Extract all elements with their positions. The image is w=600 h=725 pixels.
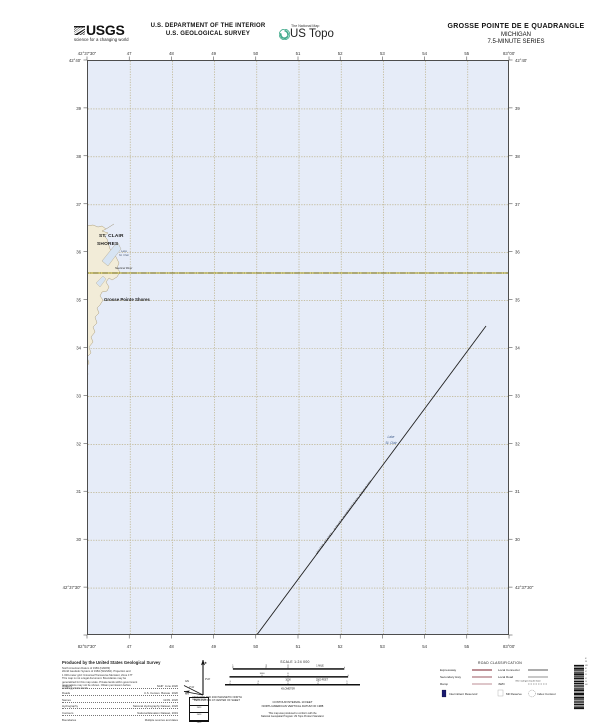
svg-text:39: 39	[76, 106, 81, 111]
svg-text:36: 36	[76, 250, 81, 255]
svg-text:37: 37	[76, 202, 81, 207]
svg-text:Index Contour: Index Contour	[537, 692, 556, 696]
svg-text:54: 54	[422, 644, 427, 649]
svg-text:.5: .5	[229, 681, 232, 683]
svg-text:GN: GN	[185, 679, 189, 683]
svg-text:Local Road: Local Road	[498, 675, 514, 679]
svg-text:38: 38	[515, 154, 520, 159]
svg-text:31: 31	[76, 489, 81, 494]
svg-text:54: 54	[422, 51, 427, 56]
svg-text:Mil Reserve: Mil Reserve	[506, 692, 522, 696]
svg-text:39: 39	[515, 106, 520, 111]
svg-text:48: 48	[169, 51, 174, 56]
svg-text:49: 49	[211, 51, 216, 56]
svg-text:47: 47	[127, 644, 132, 649]
svg-text:★: ★	[204, 661, 207, 665]
svg-text:Ramp: Ramp	[440, 682, 448, 686]
svg-text:35: 35	[515, 298, 520, 303]
svg-text:0: 0	[287, 664, 289, 667]
svg-text:53: 53	[380, 644, 385, 649]
svg-text:38: 38	[76, 154, 81, 159]
svg-text:30: 30	[76, 537, 81, 542]
svg-text:50: 50	[253, 644, 258, 649]
svg-text:32: 32	[76, 441, 81, 446]
svg-text:55: 55	[464, 51, 469, 56]
svg-text:ST. CLAIR: ST. CLAIR	[99, 233, 124, 239]
svg-text:83°00': 83°00'	[503, 644, 515, 649]
svg-text:2°41': 2°41'	[189, 687, 195, 689]
svg-text:31: 31	[515, 489, 520, 494]
svg-text:4WD: 4WD	[498, 682, 506, 686]
svg-text:1: 1	[232, 664, 234, 667]
svg-text:50: 50	[253, 51, 258, 56]
svg-text:37: 37	[515, 202, 520, 207]
svg-text:36: 36	[515, 250, 520, 255]
svg-text:Nautical River: Nautical River	[115, 266, 133, 270]
svg-text:55: 55	[464, 644, 469, 649]
svg-text:33: 33	[515, 393, 520, 398]
svg-text:49: 49	[211, 644, 216, 649]
svg-text:Lake: Lake	[388, 435, 395, 439]
svg-text:Other road types may be shown: Other road types may be shown	[515, 680, 540, 683]
svg-text:Local Connector: Local Connector	[498, 668, 520, 672]
svg-text:34: 34	[76, 346, 81, 351]
svg-text:34: 34	[515, 346, 520, 351]
svg-text:42°40': 42°40'	[69, 58, 81, 63]
svg-text:30: 30	[515, 537, 520, 542]
svg-text:St. Clair: St. Clair	[385, 441, 397, 445]
svg-text:52: 52	[338, 644, 343, 649]
svg-text:52: 52	[338, 51, 343, 56]
svg-text:42°37'30": 42°37'30"	[78, 51, 97, 56]
svg-text:42°37'30": 42°37'30"	[515, 585, 534, 590]
svg-text:MN: MN	[185, 692, 189, 696]
svg-text:47: 47	[127, 51, 132, 56]
svg-text:1 MILE: 1 MILE	[316, 664, 324, 667]
svg-text:33: 33	[76, 393, 81, 398]
svg-text:Intermittent Reservoir: Intermittent Reservoir	[449, 692, 478, 696]
svg-text:82°57'30": 82°57'30"	[78, 644, 97, 649]
svg-text:51: 51	[296, 51, 301, 56]
svg-text:0°22': 0°22'	[205, 679, 211, 681]
svg-text:.5: .5	[257, 681, 260, 683]
svg-text:Grosse Pointe Shores: Grosse Pointe Shores	[104, 297, 150, 302]
svg-text:SCALE 1:24 000: SCALE 1:24 000	[280, 660, 309, 664]
svg-text:1: 1	[346, 681, 348, 683]
svg-text:32: 32	[515, 441, 520, 446]
svg-text:53: 53	[380, 51, 385, 56]
svg-text:UNITED STATES - CANADA INTERNA: UNITED STATES - CANADA INTERNATIONAL BOU…	[315, 479, 373, 555]
svg-text:51: 51	[296, 644, 301, 649]
svg-text:1000: 1000	[260, 673, 266, 675]
svg-text:42°40': 42°40'	[515, 58, 527, 63]
svg-text:48: 48	[169, 644, 174, 649]
svg-text:.5: .5	[265, 664, 268, 667]
svg-text:St. Clair: St. Clair	[119, 253, 130, 257]
svg-text:42°37'30": 42°37'30"	[63, 585, 82, 590]
svg-text:0: 0	[287, 673, 289, 675]
svg-text:Expressway: Expressway	[440, 668, 457, 672]
svg-text:SHORES: SHORES	[97, 241, 119, 247]
svg-text:KILOMETER: KILOMETER	[281, 688, 295, 691]
svg-text:Secondary Hwy: Secondary Hwy	[440, 675, 462, 679]
svg-text:83°00': 83°00'	[503, 51, 515, 56]
svg-text:35: 35	[76, 298, 81, 303]
